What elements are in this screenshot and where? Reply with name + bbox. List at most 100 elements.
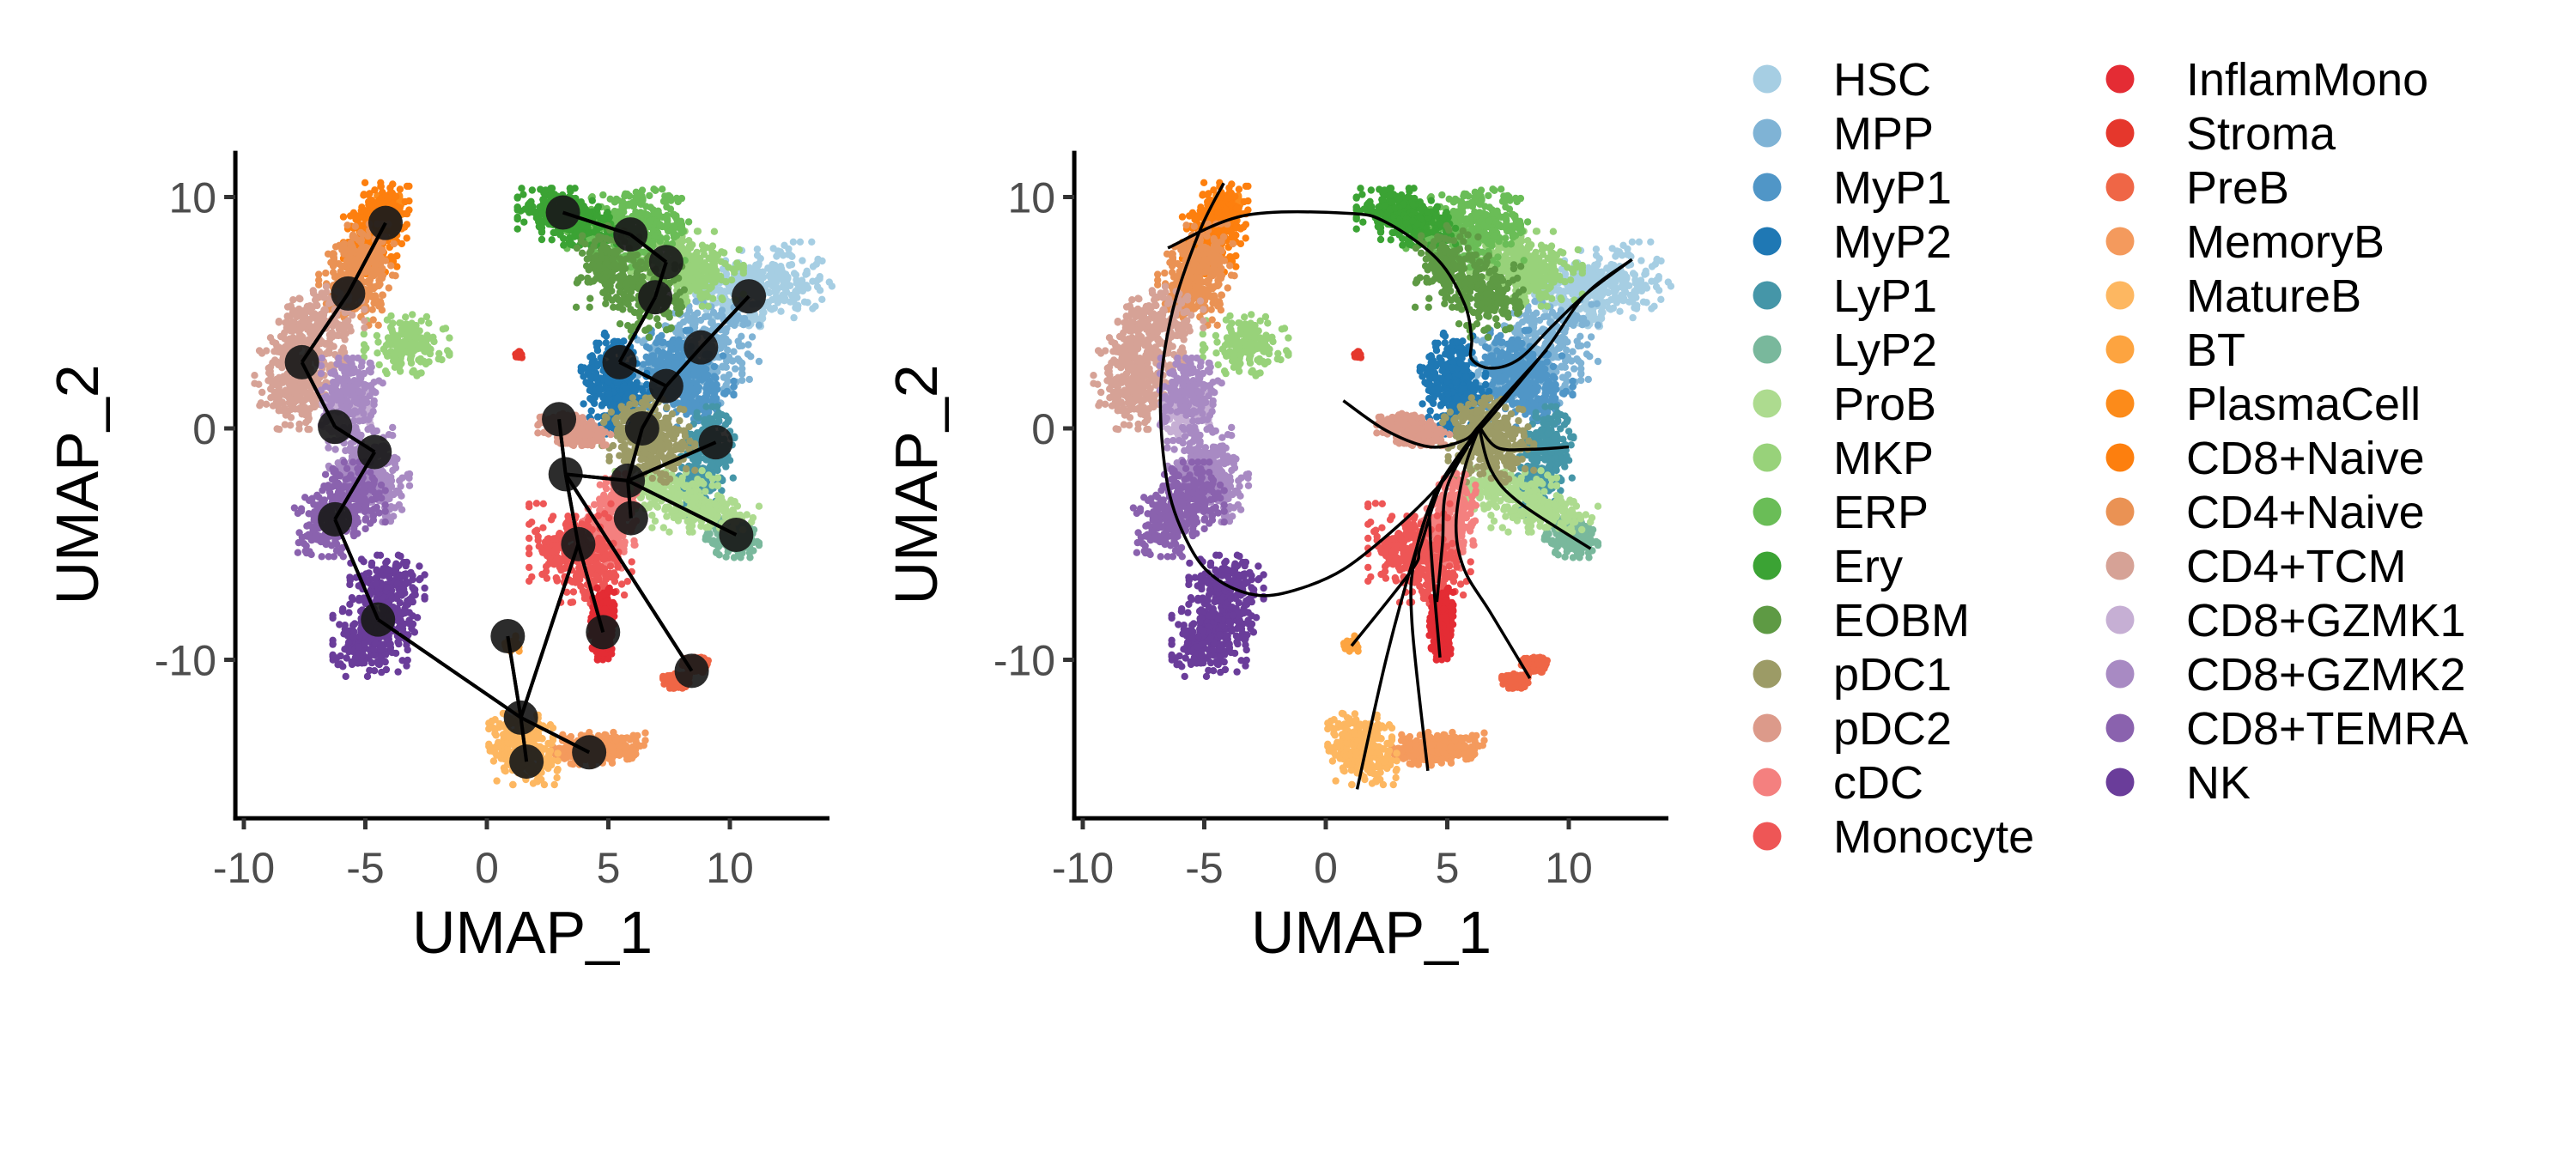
cell-point [674, 517, 683, 525]
cell-point [774, 247, 782, 255]
cell-point [375, 361, 383, 369]
cell-point [787, 298, 794, 306]
cell-point [602, 234, 611, 242]
cell-point [534, 422, 542, 429]
cell-point [746, 269, 755, 276]
cell-point [674, 444, 682, 452]
cell-point [744, 341, 752, 349]
cell-point [615, 296, 623, 304]
cell-point [699, 246, 708, 254]
cell-point [446, 351, 453, 359]
cell-point [748, 333, 756, 341]
cell-point [738, 365, 746, 373]
cell-point [705, 501, 713, 510]
cell-point [398, 351, 405, 359]
cell-point [649, 238, 657, 246]
cell-point [577, 237, 585, 246]
cell-point [595, 500, 604, 508]
cell-point [708, 460, 715, 468]
cell-point [672, 292, 680, 300]
cell-point [567, 239, 574, 246]
cell-point [446, 334, 453, 342]
cell-point [663, 326, 671, 334]
cell-point [818, 257, 826, 265]
cell-point [676, 416, 683, 425]
cell-point [674, 490, 682, 498]
cell-point [600, 418, 608, 427]
cell-point [789, 238, 798, 246]
cell-point [629, 257, 637, 264]
cell-point [416, 355, 424, 363]
cell-point [688, 481, 696, 488]
cell-point [703, 391, 711, 399]
cell-point [526, 520, 533, 528]
cell-point [534, 429, 542, 437]
cell-point [412, 321, 420, 330]
cell-point [675, 310, 683, 318]
cell-point [716, 286, 724, 294]
cell-point [591, 238, 599, 246]
cell-point [607, 408, 615, 416]
cell-point [690, 257, 698, 264]
cell-point [700, 480, 708, 488]
cell-point [793, 286, 801, 294]
cell-point [534, 532, 542, 541]
cell-point [712, 251, 720, 258]
cell-point [811, 302, 819, 310]
cell-point [526, 199, 533, 207]
cell-point [676, 321, 683, 329]
cell-point [419, 343, 427, 350]
cell-point [769, 276, 777, 284]
cell-point [677, 217, 685, 225]
cell-point [713, 403, 721, 410]
cell-point [732, 365, 739, 373]
cell-point [629, 383, 637, 391]
cell-point [595, 384, 604, 392]
cell-point [553, 542, 562, 549]
cell-point [687, 268, 695, 276]
cell-point [601, 510, 609, 518]
cell-point [360, 341, 368, 349]
cell-point [735, 246, 743, 254]
cell-point [607, 500, 615, 507]
cell-point [771, 288, 779, 296]
cell-point [687, 244, 695, 252]
cell-point [538, 224, 546, 232]
cell-point [574, 276, 582, 284]
cell-point [645, 333, 653, 341]
cell-point [654, 337, 662, 344]
cell-point [599, 191, 607, 199]
cell-point [708, 318, 716, 325]
cell-point [715, 459, 723, 468]
cell-point [610, 303, 617, 311]
cell-point [685, 314, 693, 323]
cell-point [539, 500, 547, 507]
cell-point [680, 286, 688, 294]
cell-point [572, 303, 580, 311]
cell-point [678, 438, 686, 446]
cell-point [692, 297, 700, 306]
cell-point [631, 541, 639, 549]
cell-point [788, 252, 796, 260]
cell-point [706, 285, 714, 293]
cell-point [717, 494, 725, 501]
cell-point [520, 218, 528, 226]
cell-point [552, 548, 561, 555]
cell-point [744, 319, 751, 327]
cell-point [653, 455, 661, 464]
cell-point [513, 213, 521, 221]
cell-point [702, 403, 710, 410]
cell-point [593, 343, 601, 351]
cell-point [623, 279, 631, 288]
cell-point [688, 522, 696, 530]
cell-point [601, 482, 609, 489]
cell-point [665, 475, 674, 483]
cell-point [777, 263, 785, 270]
cell-point [639, 197, 647, 204]
cell-point [698, 302, 706, 310]
cell-point [729, 474, 737, 482]
cell-point [677, 303, 686, 311]
cell-point [605, 390, 613, 397]
cell-point [614, 394, 622, 402]
